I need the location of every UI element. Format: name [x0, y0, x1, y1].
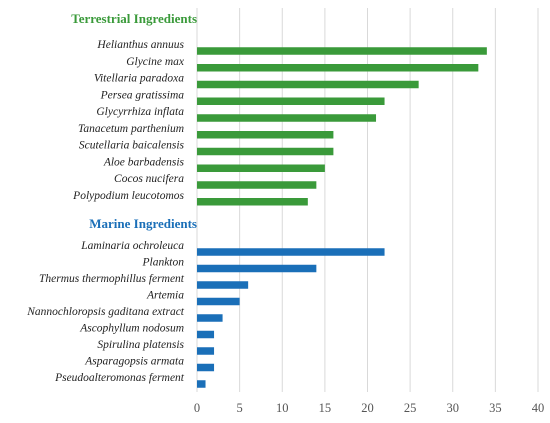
- bar: [197, 248, 385, 256]
- bar: [197, 80, 419, 89]
- category-label: Glycyrrhiza inflata: [96, 106, 184, 118]
- x-tick-label: 10: [276, 401, 289, 415]
- category-labels: Helianthus annuus Glycine max Vitellaria p…: [26, 39, 185, 384]
- bar: [197, 264, 317, 273]
- category-label: Polypodium leucotomos: [72, 190, 184, 202]
- group-title: Terrestrial Ingredients: [71, 11, 197, 26]
- x-axis-ticks: 0 5 10 15 20 25 30 35 40: [194, 401, 544, 415]
- bar: [197, 198, 308, 206]
- bar: [197, 363, 215, 372]
- bar: [197, 47, 487, 55]
- bar: [197, 330, 215, 339]
- x-tick-label: 0: [194, 401, 200, 415]
- x-tick-label: 40: [532, 401, 545, 415]
- category-label: Glycine max: [126, 56, 185, 68]
- bar: [197, 314, 223, 322]
- category-label: Artemia: [146, 290, 184, 302]
- x-tick-label: 35: [489, 401, 502, 415]
- bars: [197, 47, 487, 388]
- category-label: Persea gratissima: [100, 89, 185, 101]
- bar: [197, 64, 479, 72]
- bar: [197, 131, 334, 139]
- gridlines: [196, 8, 539, 392]
- bar: [197, 281, 249, 289]
- category-label: Pseudoalteromonas ferment: [54, 372, 185, 384]
- bar: [197, 297, 240, 306]
- x-tick-label: 30: [447, 401, 460, 415]
- category-label: Asparagopsis armata: [84, 356, 184, 368]
- bar: [197, 114, 377, 122]
- category-label: Spirulina platensis: [97, 339, 184, 351]
- bar: [197, 164, 325, 172]
- category-label: Aloe barbadensis: [103, 156, 185, 168]
- x-tick-label: 15: [319, 401, 332, 415]
- category-label: Vitellaria paradoxa: [94, 73, 184, 85]
- category-label: Scutellaria baicalensis: [79, 140, 185, 152]
- category-label: Laminaria ochroleuca: [80, 240, 184, 252]
- category-label: Plankton: [141, 257, 184, 269]
- bar: [197, 147, 334, 156]
- x-tick-label: 20: [361, 401, 374, 415]
- bar: [197, 97, 385, 105]
- bar: [197, 181, 317, 189]
- bar: [197, 347, 215, 355]
- group-titles: Terrestrial Ingredients Marine Ingredient…: [71, 11, 197, 231]
- group-title: Marine Ingredients: [89, 216, 197, 231]
- x-tick-label: 25: [404, 401, 417, 415]
- category-label: Ascophyllum nodosum: [79, 323, 184, 335]
- bar: [197, 380, 206, 388]
- category-label: Helianthus annuus: [96, 39, 184, 51]
- category-label: Cocos nucifera: [114, 173, 184, 185]
- category-label: Nannochloropsis gaditana extract: [26, 306, 185, 318]
- x-tick-label: 5: [237, 401, 243, 415]
- category-label: Tanacetum parthenium: [78, 123, 184, 135]
- category-label: Thermus thermophillus ferment: [39, 273, 185, 285]
